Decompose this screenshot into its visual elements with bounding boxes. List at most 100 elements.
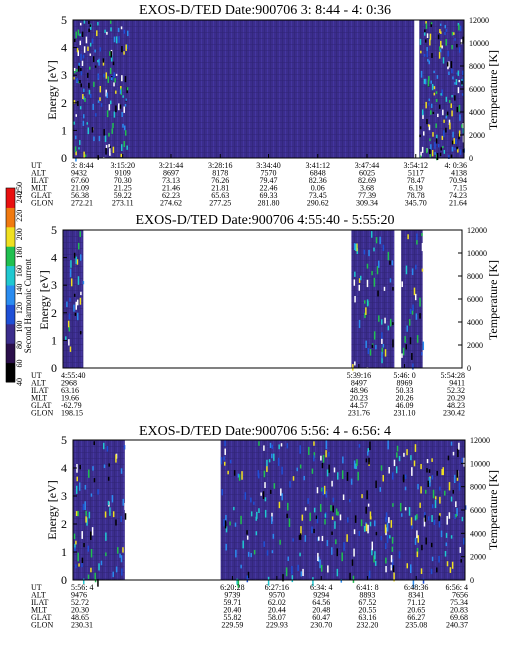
p3-speckle xyxy=(256,511,258,519)
p3-speckle xyxy=(352,575,355,583)
p3-speckle xyxy=(90,531,92,540)
p3-row-label: ILAT xyxy=(31,598,48,607)
p3-speckle xyxy=(427,480,429,487)
p3-speckle xyxy=(115,519,117,526)
p3-speckle xyxy=(237,473,240,478)
p3-speckle xyxy=(105,552,107,557)
p1-speckle xyxy=(442,57,445,64)
p3-speckle xyxy=(371,541,374,551)
p1-speckle xyxy=(106,92,108,99)
p2-speckle xyxy=(380,319,383,325)
p3-speckle xyxy=(246,530,248,535)
p3-speckle xyxy=(250,497,252,503)
p3-speckle xyxy=(388,517,390,524)
p3-speckle xyxy=(393,572,395,582)
p1-speckle xyxy=(462,76,464,83)
colorbar-cell xyxy=(6,265,15,286)
p1-speckle xyxy=(438,104,441,109)
p1-speckle xyxy=(452,131,454,138)
p2-speckle xyxy=(358,319,361,329)
p2-speckle xyxy=(80,254,82,261)
p3-speckle xyxy=(100,560,103,566)
p3-speckle xyxy=(411,524,413,529)
p2-speckle xyxy=(413,287,416,296)
p2-cell: 48.23 xyxy=(447,401,465,410)
colorbar-tick-label: 120 xyxy=(15,302,24,314)
p1-speckle xyxy=(123,29,126,34)
p1-speckle xyxy=(456,72,458,75)
p1-speckle xyxy=(110,55,113,62)
p1-speckle xyxy=(419,134,421,138)
p1-speckle xyxy=(423,53,426,57)
p1-speckle xyxy=(120,85,122,90)
p2-speckle xyxy=(416,240,418,245)
p1-cell: 21.09 xyxy=(71,184,89,193)
colorbar-tick-label: 100 xyxy=(15,321,24,333)
p3-speckle xyxy=(299,533,302,540)
p1-y2tick-label: 8000 xyxy=(469,62,485,71)
p1-cell: 21.25 xyxy=(114,184,132,193)
p1-cell: 8178 xyxy=(212,169,228,178)
p3-speckle xyxy=(266,459,268,467)
p1-speckle xyxy=(74,70,76,74)
p3-speckle xyxy=(93,478,96,483)
p3-speckle xyxy=(431,515,433,523)
colorbar-cell xyxy=(6,323,15,344)
p3-speckle xyxy=(390,564,393,571)
p3-speckle xyxy=(446,561,449,567)
p3-speckle xyxy=(271,516,273,525)
p1-speckle xyxy=(452,76,454,80)
colorbar-cells xyxy=(5,187,16,383)
p3-speckle xyxy=(374,520,376,527)
p3-speckle xyxy=(434,499,437,508)
p1-speckle xyxy=(94,49,96,53)
p3-speckle xyxy=(319,559,321,569)
p2-speckle xyxy=(354,296,356,303)
p1-y2tick-label: 10000 xyxy=(469,39,489,48)
p2-speckle xyxy=(371,270,373,276)
p1-speckle xyxy=(438,51,441,59)
p3-cell: 52.72 xyxy=(71,598,89,607)
p3-speckle xyxy=(386,522,389,532)
p3-cell: 7656 xyxy=(452,591,468,600)
p1-speckle xyxy=(432,132,434,137)
p1-cell: 3:28:16 xyxy=(208,161,232,170)
colorbar-cell xyxy=(6,343,15,364)
p3-speckle xyxy=(82,503,85,511)
p3-speckle xyxy=(289,481,291,488)
p3-speckle xyxy=(458,482,461,491)
p1-speckle xyxy=(88,82,90,89)
p3-speckle xyxy=(322,487,325,496)
p1-speckle xyxy=(420,151,422,157)
p3-speckle xyxy=(75,485,78,494)
p1-ytick-label: 0 xyxy=(61,151,67,165)
p2-speckle xyxy=(79,331,82,335)
p2-speckle xyxy=(382,344,385,348)
p1-speckle xyxy=(73,67,76,72)
p2-cell: 231.10 xyxy=(394,409,416,418)
p2-speckle xyxy=(412,304,414,312)
p3-speckle xyxy=(431,475,434,480)
p2-speckle xyxy=(68,313,71,320)
p3-speckle xyxy=(389,535,391,539)
p2-cell: 20.29 xyxy=(447,394,465,403)
p3-y2tick-label: 12000 xyxy=(470,436,490,445)
p3-speckle xyxy=(292,476,295,481)
p3-speckle xyxy=(441,468,443,476)
p3-speckle xyxy=(313,455,315,462)
p1-speckle xyxy=(430,80,432,84)
p3-speckle xyxy=(109,507,111,516)
panel-2-marks xyxy=(62,229,463,373)
p3-speckle xyxy=(264,497,267,502)
p3-speckle xyxy=(323,485,326,495)
p1-speckle xyxy=(121,75,123,82)
p2-cell: 230.42 xyxy=(443,409,465,418)
p1-cell: 273.11 xyxy=(112,199,134,208)
p3-speckle xyxy=(282,574,284,582)
p1-cell: 6.19 xyxy=(409,184,423,193)
panel-3-y2ticks: 0 2000 4000 6000 8000 10000 12000 xyxy=(461,436,490,585)
p1-speckle xyxy=(125,44,127,51)
p1-cell: 62.23 xyxy=(162,191,180,200)
p1-speckle xyxy=(76,48,79,53)
